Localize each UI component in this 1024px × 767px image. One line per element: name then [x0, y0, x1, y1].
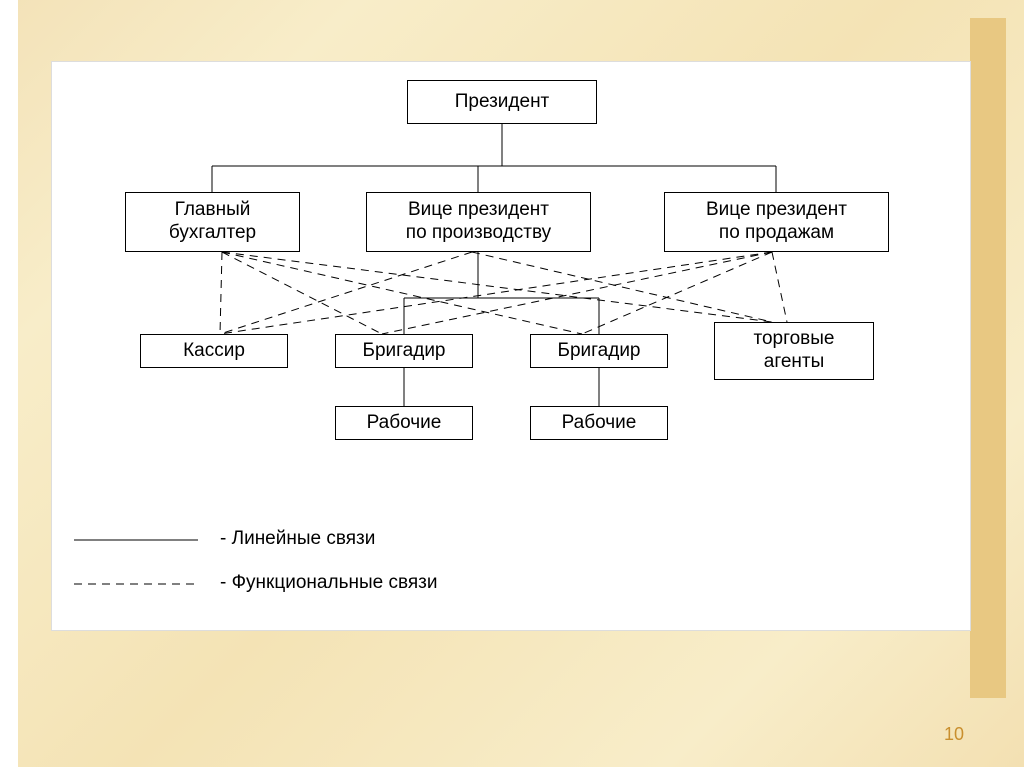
node-president: Президент	[407, 80, 597, 124]
node-brigadier1: Бригадир	[335, 334, 473, 368]
node-vp_prod: Вице президентпо производству	[366, 192, 591, 252]
node-label: Кассир	[183, 340, 245, 363]
node-label: Главныйбухгалтер	[169, 199, 256, 245]
dashed-edge	[220, 252, 472, 334]
dashed-edge	[772, 252, 787, 322]
legend-label-solid: - Линейные связи	[220, 528, 375, 550]
node-label: Рабочие	[562, 412, 637, 435]
node-cashier: Кассир	[140, 334, 288, 368]
node-label: Вице президентпо производству	[406, 199, 551, 245]
left-margin	[0, 0, 18, 767]
dashed-edge	[220, 252, 222, 334]
node-label: торговыеагенты	[753, 328, 834, 374]
diagram-sheet: Президент Главныйбухгалтер Вице президентп…	[52, 62, 970, 630]
node-vp_sales: Вице президентпо продажам	[664, 192, 889, 252]
node-label: Рабочие	[367, 412, 442, 435]
dashed-edge	[222, 252, 582, 334]
accent-bar	[970, 18, 1006, 698]
node-accountant: Главныйбухгалтер	[125, 192, 300, 252]
node-workers2: Рабочие	[530, 406, 668, 440]
dashed-edge	[472, 252, 772, 322]
dashed-edge	[220, 252, 772, 334]
legend-label-dashed: - Функциональные связи	[220, 572, 437, 594]
page-number: 10	[944, 724, 964, 745]
node-label: Бригадир	[363, 340, 446, 363]
node-workers1: Рабочие	[335, 406, 473, 440]
node-brigadier2: Бригадир	[530, 334, 668, 368]
dashed-edge	[222, 252, 382, 334]
node-label: Вице президентпо продажам	[706, 199, 847, 245]
node-label: Президент	[455, 91, 550, 114]
dashed-edge	[222, 252, 772, 322]
node-agents: торговыеагенты	[714, 322, 874, 380]
node-label: Бригадир	[558, 340, 641, 363]
